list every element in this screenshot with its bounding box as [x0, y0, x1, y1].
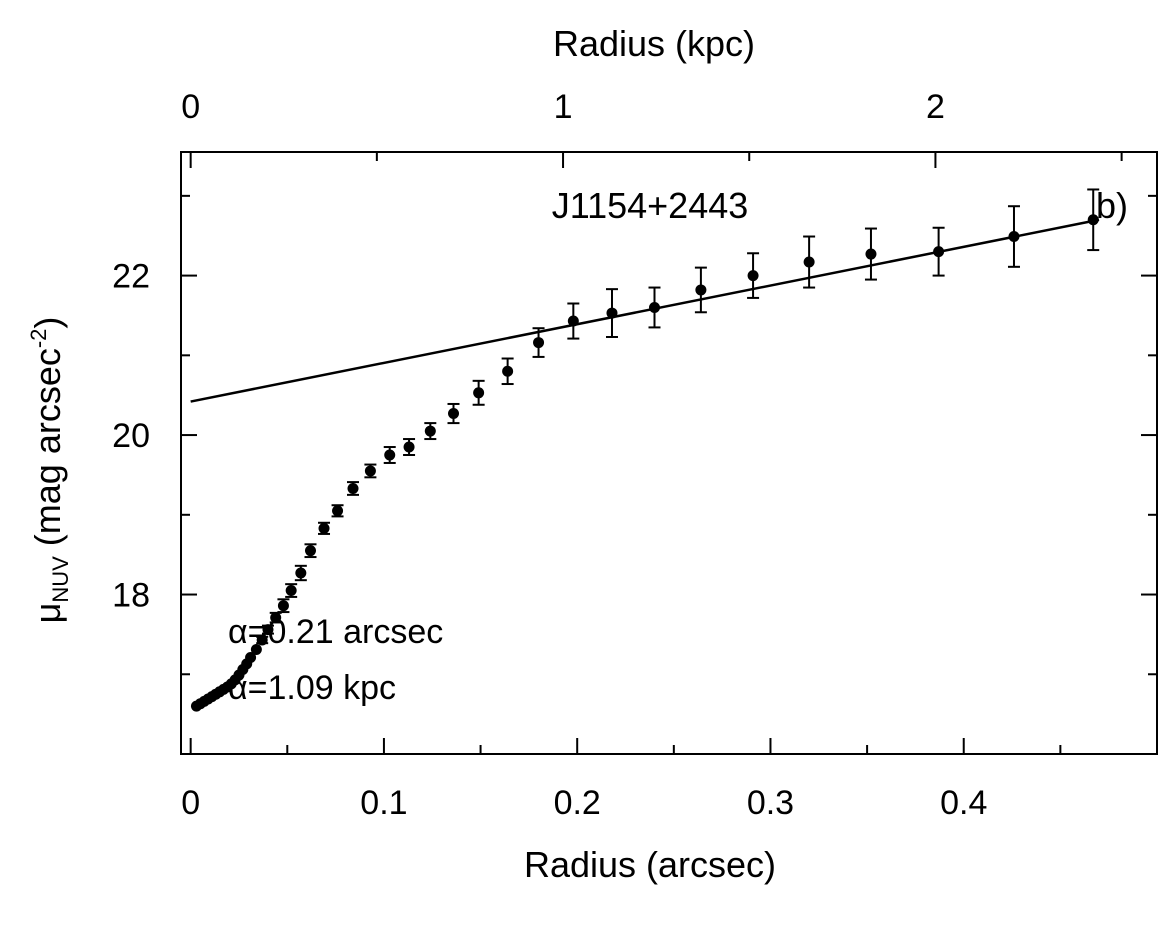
data-point [473, 387, 485, 399]
x-axis-title: Radius (arcsec) [524, 844, 776, 885]
data-point [250, 644, 262, 656]
data-point [649, 301, 661, 313]
annotation-alpha-kpc: α=1.09 kpc [228, 669, 396, 707]
data-point [606, 307, 618, 319]
chart-title: J1154+2443 [552, 185, 749, 226]
top-tick-label: 0 [181, 88, 200, 126]
data-point [448, 408, 460, 420]
y-tick-label: 22 [112, 258, 150, 296]
top-tick-label: 1 [554, 88, 573, 126]
fit-line-layer [190, 218, 1100, 403]
data-point [533, 337, 545, 349]
data-point [933, 246, 945, 258]
data-point [1008, 231, 1020, 243]
data-point [304, 545, 316, 557]
y-axis-title-superscript: -2 [26, 329, 51, 349]
tick-labels-layer: 0 0.1 0.2 0.3 0.4 0 1 2 18 20 22 [112, 88, 987, 822]
y-axis-title-symbol: μ [27, 603, 68, 624]
data-point [295, 567, 307, 579]
axis-ticks [181, 152, 1157, 754]
data-point [424, 425, 436, 437]
data-point [695, 284, 707, 296]
annotation-alpha-arcsec: α=0.21 arcsec [228, 613, 443, 651]
plot-area [180, 151, 1158, 755]
data-points-layer [190, 188, 1100, 712]
y-tick-label: 20 [112, 417, 150, 455]
top-axis-title: Radius (kpc) [553, 23, 755, 64]
data-point [384, 449, 396, 461]
data-point [865, 248, 877, 260]
data-point [277, 600, 289, 612]
data-point [502, 365, 514, 377]
data-point [747, 270, 759, 282]
data-point [364, 465, 376, 477]
data-point [256, 634, 268, 646]
x-tick-label: 0.2 [554, 784, 601, 822]
y-axis-title-close: ) [27, 317, 68, 329]
exponential-fit-line [190, 218, 1100, 403]
data-point [567, 315, 579, 327]
top-tick-label: 2 [926, 88, 945, 126]
data-point [347, 482, 359, 494]
data-point [403, 441, 415, 453]
y-tick-label: 18 [112, 577, 150, 615]
y-axis-title-units: (mag arcsec [27, 348, 68, 556]
data-point [285, 585, 297, 597]
data-point [262, 624, 274, 636]
data-point [270, 612, 282, 624]
plot-frame [180, 151, 1158, 755]
y-axis-title: μNUV (mag arcsec-2) [26, 317, 73, 624]
data-point [803, 256, 815, 268]
y-axis-title-subscript: NUV [48, 556, 73, 603]
x-tick-label: 0.1 [360, 784, 407, 822]
panel-label: b) [1096, 185, 1128, 226]
x-tick-label: 0.3 [747, 784, 794, 822]
x-tick-label: 0 [181, 784, 200, 822]
data-point [1087, 214, 1099, 226]
data-point [332, 505, 344, 517]
data-point [245, 652, 257, 664]
data-point [318, 522, 330, 534]
x-tick-label: 0.4 [940, 784, 987, 822]
